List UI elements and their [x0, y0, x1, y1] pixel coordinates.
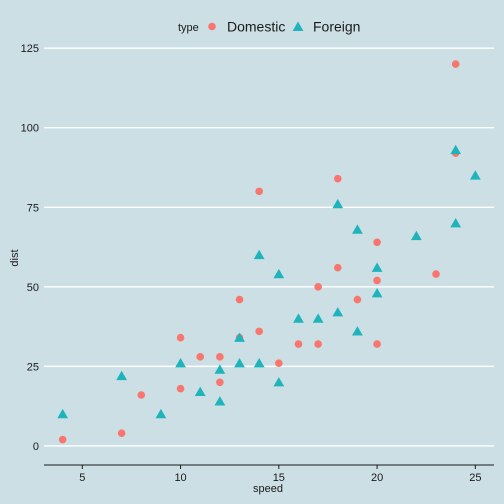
x-tick-label-25: 25: [469, 472, 481, 484]
point-domestic-10: [255, 327, 263, 336]
data-points: [57, 60, 481, 444]
point-foreign-13: [293, 313, 304, 323]
x-axis: 5 10 15 20 25: [44, 464, 494, 484]
point-domestic-4: [176, 333, 185, 342]
point-foreign-12: [273, 268, 285, 279]
point-foreign-14: [312, 313, 324, 323]
point-domestic-6: [216, 378, 224, 387]
point-domestic-7: [216, 353, 224, 361]
point-foreign-5: [214, 396, 226, 406]
y-tick-label-50: 50: [27, 282, 39, 294]
x-tick-label-15: 15: [273, 472, 285, 484]
point-domestic-1: [117, 429, 126, 437]
point-domestic-14: [314, 340, 322, 348]
point-domestic-15: [314, 283, 322, 291]
point-domestic-12: [275, 359, 283, 367]
legend-title: type: [178, 22, 199, 34]
point-domestic-22: [432, 270, 440, 278]
point-foreign-19: [371, 287, 383, 298]
point-foreign-20: [371, 262, 383, 272]
x-tick-label-10: 10: [174, 472, 186, 484]
x-axis-title: speed: [253, 483, 283, 495]
point-foreign-3: [175, 357, 186, 368]
point-domestic-17: [333, 174, 342, 183]
point-domestic-2: [137, 391, 146, 399]
y-tick-label-75: 75: [27, 202, 39, 214]
y-tick-label-0: 0: [33, 441, 39, 453]
point-domestic-20: [373, 276, 381, 285]
point-foreign-10: [253, 249, 265, 260]
legend-foreign-marker: [292, 21, 304, 31]
point-foreign-24: [469, 170, 481, 180]
point-foreign-6: [214, 364, 226, 374]
y-axis-title: dist: [9, 249, 21, 266]
point-foreign-4: [194, 386, 206, 396]
point-foreign-23: [450, 144, 462, 155]
point-foreign-2: [155, 408, 167, 419]
point-domestic-16: [333, 263, 342, 272]
y-tick-label-125: 125: [21, 43, 39, 55]
x-tick-label-5: 5: [79, 472, 85, 484]
point-foreign-18: [352, 224, 363, 234]
point-foreign-7: [234, 357, 245, 368]
point-foreign-9: [253, 357, 265, 368]
point-foreign-22: [450, 217, 462, 228]
point-domestic-11: [255, 187, 263, 196]
point-domestic-24: [451, 60, 460, 68]
point-domestic-0: [58, 435, 67, 444]
gridlines: [44, 47, 494, 447]
point-domestic-9: [235, 295, 244, 304]
legend-foreign-label: Foreign: [313, 19, 360, 35]
point-foreign-21: [410, 230, 422, 241]
legend-domestic-marker: [208, 22, 216, 31]
point-foreign-8: [234, 332, 245, 342]
point-domestic-19: [373, 340, 381, 348]
point-foreign-15: [332, 307, 344, 317]
point-domestic-13: [294, 340, 303, 348]
legend: type Domestic Foreign: [178, 19, 360, 35]
point-domestic-5: [196, 353, 205, 361]
y-tick-label-25: 25: [27, 361, 39, 373]
y-tick-label-100: 100: [21, 123, 39, 135]
y-axis-ticks: 0 25 50 75 100 125: [21, 43, 39, 453]
point-foreign-0: [57, 408, 69, 419]
point-foreign-11: [273, 377, 285, 387]
point-domestic-3: [176, 384, 185, 393]
point-domestic-18: [353, 295, 362, 304]
point-foreign-17: [352, 326, 363, 336]
point-foreign-1: [116, 370, 128, 381]
legend-domestic-label: Domestic: [227, 19, 285, 35]
x-tick-label-20: 20: [371, 472, 383, 484]
point-domestic-21: [373, 238, 381, 247]
point-foreign-16: [332, 198, 344, 209]
